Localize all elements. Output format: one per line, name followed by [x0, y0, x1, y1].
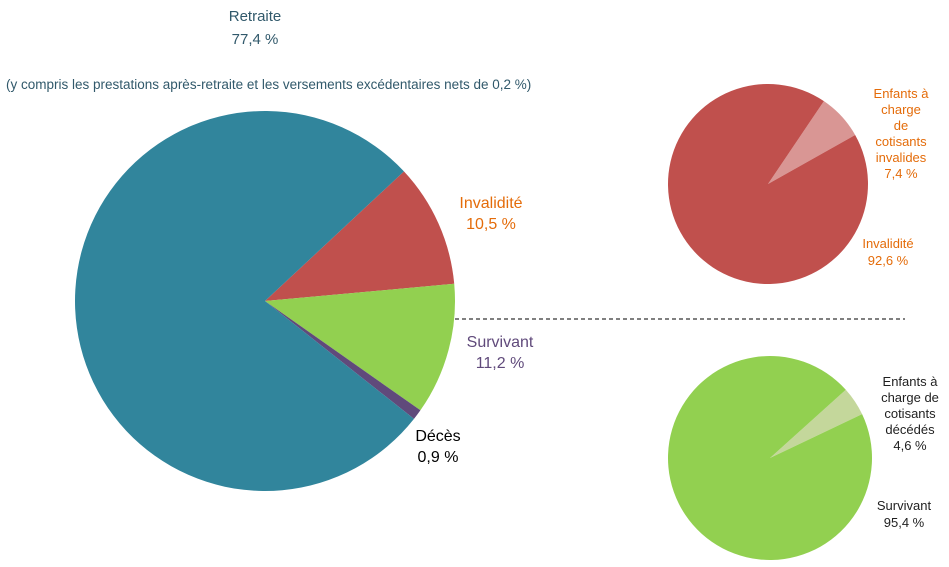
label-enfants-invalides-line-1: Enfants à: [873, 86, 929, 101]
label-deces-name: Décès: [415, 428, 461, 445]
retraite-note: (y compris les prestations après-retrait…: [6, 77, 532, 92]
label-enfants-invalides-line-3: de: [893, 117, 909, 133]
label-deces: Décès 0,9 %: [400, 427, 476, 469]
label-enfants-invalides: Enfants à charge de cotisants invalides …: [858, 86, 944, 182]
survivant-breakdown-pie: [668, 355, 872, 560]
label-invalidite-value: 10,5 %: [466, 215, 516, 233]
label-survivant-name: Survivant: [466, 334, 534, 351]
main-slice-deces: [265, 301, 421, 419]
survivant-breakdown-slice-enfants-decedes: [770, 389, 863, 458]
label-survivant-small: Survivant 95,4 %: [866, 498, 942, 532]
label-enfants-decedes-line-3: cotisants: [884, 405, 936, 421]
label-invalidite-small-name: Invalidité: [862, 236, 914, 251]
invalidite-breakdown-slice-enfants-invalides: [768, 101, 856, 184]
label-enfants-invalides-value: 7,4 %: [884, 165, 918, 181]
label-enfants-invalides-line-5: invalides: [875, 149, 927, 165]
label-survivant-small-value: 95,4 %: [883, 514, 925, 530]
main-slice-invalidite: [265, 171, 455, 301]
label-invalidite-name: Invalidité: [459, 195, 523, 212]
label-invalidite-small: Invalidité 92,6 %: [848, 236, 928, 270]
label-enfants-decedes-line-4: décédés: [885, 421, 935, 437]
label-survivant-small-name: Survivant: [876, 498, 932, 513]
main-pie-chart: [75, 110, 455, 491]
invalidite-breakdown-slice-invalidite: [667, 84, 868, 284]
label-retraite: Retraite 77,4 %: [200, 7, 310, 49]
survivant-breakdown-slice-survivant: [668, 355, 872, 560]
label-enfants-decedes: Enfants à charge de cotisants décédés 4,…: [868, 374, 949, 454]
main-slice-survivant: [265, 283, 455, 411]
label-enfants-decedes-line-1: Enfants à: [882, 374, 938, 389]
label-retraite-name: Retraite: [228, 8, 282, 25]
label-retraite-value: 77,4 %: [231, 30, 279, 48]
label-enfants-invalides-line-2: charge: [881, 101, 921, 117]
label-invalidite: Invalidité 10,5 %: [445, 194, 537, 236]
main-slice-retraite: [75, 110, 414, 491]
label-enfants-invalides-line-4: cotisants: [875, 133, 927, 149]
label-survivant-value: 11,2 %: [475, 354, 525, 372]
label-enfants-decedes-value: 4,6 %: [893, 437, 927, 453]
label-enfants-decedes-line-2: charge de: [881, 389, 939, 405]
label-deces-value: 0,9 %: [417, 448, 459, 466]
invalidite-breakdown-pie: [667, 84, 868, 284]
label-invalidite-small-value: 92,6 %: [867, 252, 909, 268]
label-survivant: Survivant 11,2 %: [451, 333, 549, 375]
